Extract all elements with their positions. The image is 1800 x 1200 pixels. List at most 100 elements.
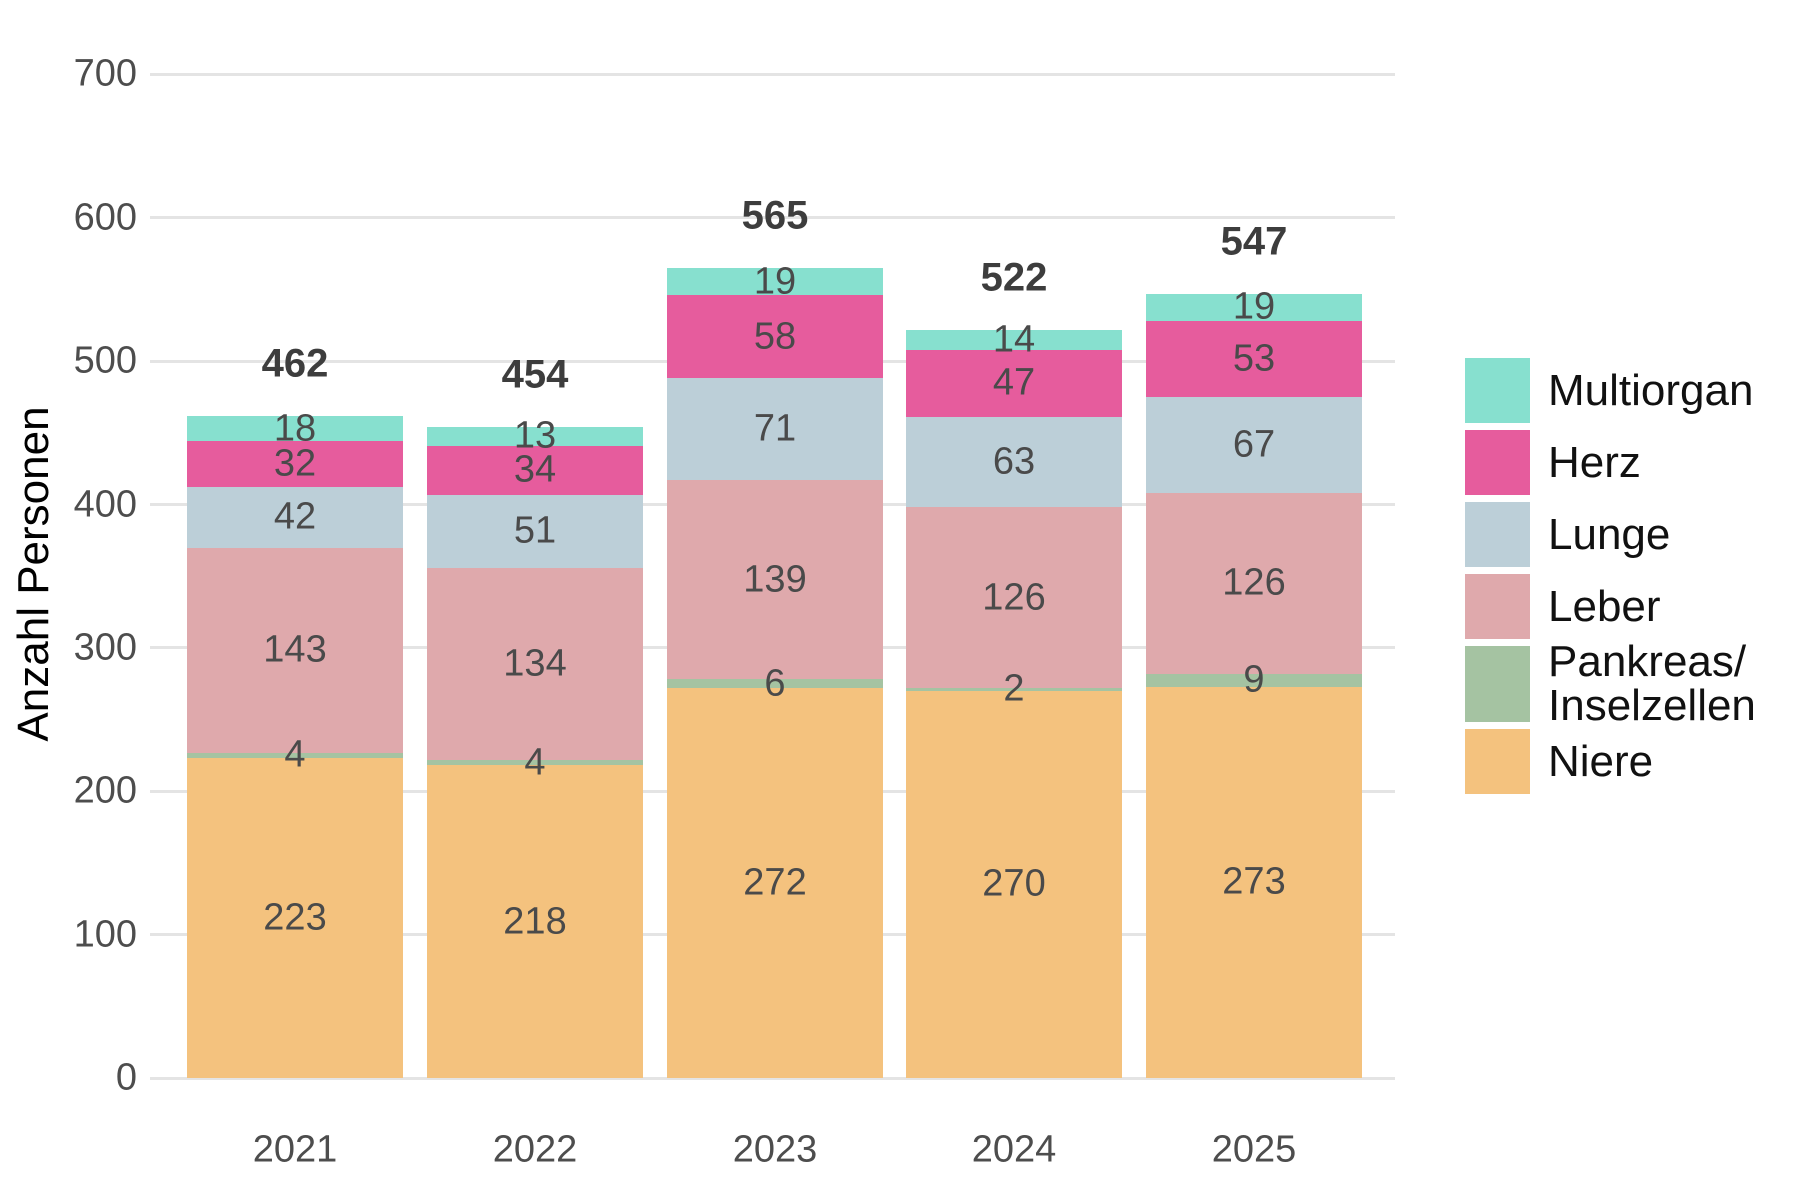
bar-segment-herz: [667, 295, 883, 379]
segment-value-label: 143: [263, 628, 327, 671]
segment-value-label: 126: [1222, 561, 1286, 604]
y-tick-label: 100: [73, 913, 137, 956]
bar-segment-multiorgan: [667, 268, 883, 296]
legend-label: Herz: [1548, 437, 1641, 487]
segment-value-label: 47: [992, 361, 1036, 404]
segment-value-label: 218: [503, 900, 567, 943]
bar-segment-pankreas-inselzellen: [427, 759, 643, 766]
legend-swatch: [1465, 502, 1530, 567]
legend-item-lunge: Lunge: [1465, 502, 1800, 567]
segment-value-label: 63: [992, 440, 1036, 483]
legend-swatch: [1465, 574, 1530, 639]
bar-total-label: 462: [261, 341, 329, 386]
bar-segment-herz: [906, 349, 1122, 418]
bar-total-label: 454: [501, 352, 569, 397]
y-tick-label: 400: [73, 483, 137, 526]
y-gridline: [150, 1076, 1395, 1080]
legend-swatch: [1465, 646, 1530, 722]
legend-label: Lunge: [1548, 509, 1671, 559]
bar-segment-lunge: [667, 378, 883, 481]
bar-total-label: 522: [980, 255, 1048, 300]
segment-value-label: 4: [524, 741, 546, 784]
segment-value-label: 51: [513, 509, 557, 552]
legend-swatch: [1465, 430, 1530, 495]
bar-segment-leber: [906, 507, 1122, 689]
segment-value-label: 126: [982, 576, 1046, 619]
bar-segment-lunge: [906, 417, 1122, 508]
segment-value-label: 71: [753, 407, 797, 450]
segment-value-label: 139: [743, 558, 807, 601]
bar-segment-leber: [667, 480, 883, 680]
segment-value-label: 67: [1232, 423, 1276, 466]
bar-segment-multiorgan: [1146, 293, 1362, 322]
segment-value-label: 4: [284, 733, 306, 776]
segment-value-label: 2: [1003, 667, 1025, 710]
segment-value-label: 18: [273, 407, 317, 450]
bar-segment-niere: [427, 765, 643, 1078]
bar-segment-niere: [906, 690, 1122, 1078]
y-tick-label: 600: [73, 196, 137, 239]
segment-value-label: 32: [273, 442, 317, 485]
bar-segment-niere: [187, 758, 403, 1078]
bar-segment-lunge: [1146, 397, 1362, 494]
bar-segment-lunge: [187, 487, 403, 548]
legend-swatch: [1465, 358, 1530, 423]
segment-value-label: 134: [503, 642, 567, 685]
segment-value-label: 19: [753, 260, 797, 303]
legend-swatch: [1465, 729, 1530, 794]
segment-value-label: 14: [992, 318, 1036, 361]
bar-segment-herz: [1146, 321, 1362, 398]
segment-value-label: 273: [1222, 860, 1286, 903]
y-tick-label: 0: [115, 1056, 137, 1099]
bar-segment-herz: [427, 445, 643, 495]
segment-value-label: 272: [743, 861, 807, 904]
x-tick-label: 2021: [252, 1128, 338, 1171]
legend-item-leber: Leber: [1465, 574, 1800, 639]
segment-value-label: 53: [1232, 337, 1276, 380]
legend-item-niere: Niere: [1465, 729, 1800, 794]
y-tick-label: 200: [73, 769, 137, 812]
legend-label: Leber: [1548, 581, 1661, 631]
y-tick-label: 700: [73, 52, 137, 95]
segment-value-label: 58: [753, 315, 797, 358]
bar-total-label: 547: [1220, 219, 1288, 264]
segment-value-label: 42: [273, 495, 317, 538]
segment-value-label: 270: [982, 862, 1046, 905]
bar-segment-pankreas-inselzellen: [1146, 673, 1362, 687]
legend-item-multiorgan: Multiorgan: [1465, 358, 1800, 423]
x-tick-label: 2023: [732, 1128, 818, 1171]
segment-value-label: 9: [1243, 658, 1265, 701]
y-gridline: [150, 216, 1395, 220]
bar-segment-pankreas-inselzellen: [906, 688, 1122, 691]
bar-segment-leber: [427, 567, 643, 760]
segment-value-label: 34: [513, 448, 557, 491]
segment-value-label: 223: [263, 896, 327, 939]
bar-segment-pankreas-inselzellen: [667, 679, 883, 689]
legend-label: Pankreas/Inselzellen: [1548, 637, 1756, 730]
bar-segment-multiorgan: [187, 415, 403, 442]
legend-item-herz: Herz: [1465, 430, 1800, 495]
bar-segment-leber: [1146, 493, 1362, 674]
legend-label: Multiorgan: [1548, 365, 1754, 415]
x-tick-label: 2025: [1211, 1128, 1297, 1171]
bar-segment-herz: [187, 441, 403, 488]
bar-segment-pankreas-inselzellen: [187, 752, 403, 759]
y-gridline: [150, 72, 1395, 76]
bar-total-label: 565: [741, 193, 809, 238]
bar-segment-multiorgan: [427, 427, 643, 446]
legend-label: Niere: [1548, 736, 1654, 786]
x-tick-label: 2022: [492, 1128, 578, 1171]
segment-value-label: 19: [1232, 285, 1276, 328]
y-tick-label: 500: [73, 339, 137, 382]
legend-item-pankreas-inselzellen: Pankreas/Inselzellen: [1465, 640, 1800, 728]
x-tick-label: 2024: [971, 1128, 1057, 1171]
bar-segment-niere: [667, 688, 883, 1078]
bar-segment-leber: [187, 547, 403, 753]
bar-segment-niere: [1146, 686, 1362, 1078]
y-axis-title: Anzahl Personen: [9, 406, 58, 742]
bar-segment-lunge: [427, 494, 643, 568]
segment-value-label: 6: [764, 662, 786, 705]
y-tick-label: 300: [73, 626, 137, 669]
segment-value-label: 13: [513, 414, 557, 457]
